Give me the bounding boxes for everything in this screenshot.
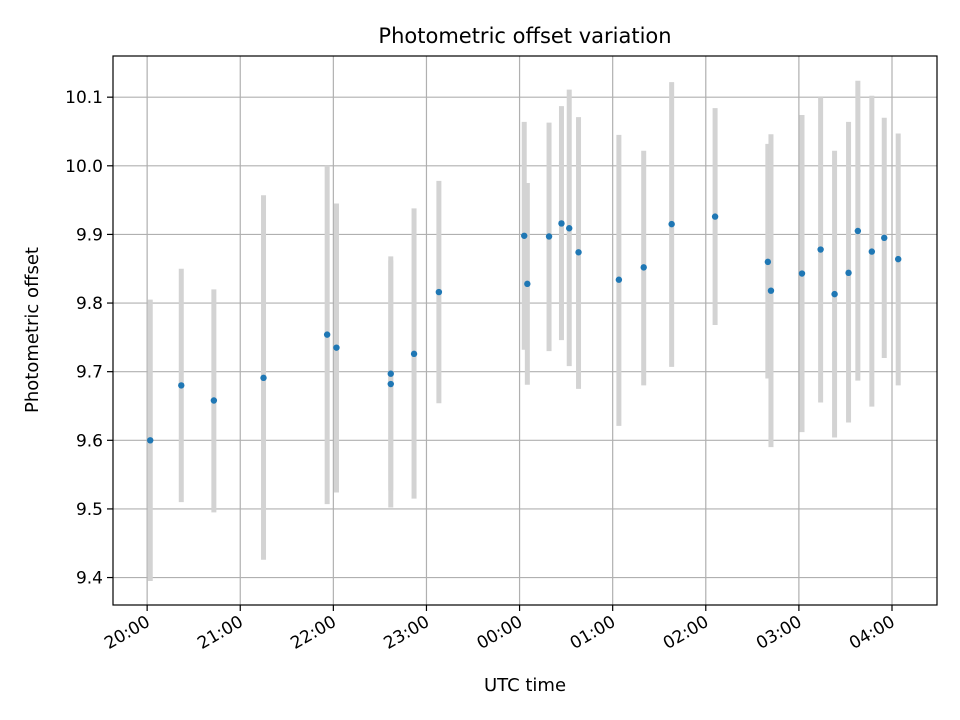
chart-title: Photometric offset variation [378,24,671,48]
data-point [895,255,902,263]
data-point [868,248,876,255]
data-point [524,280,531,288]
data-point [881,234,888,242]
data-point [260,374,267,382]
data-point [767,287,775,294]
data-point [668,220,675,228]
data-point [711,213,719,220]
y-tick-label: 9.9 [76,225,103,245]
y-axis: 9.4 9.5 9.6 9.7 9.8 9.9 10.0 10.1 [65,88,113,589]
data-point [210,397,218,404]
y-axis-title: Photometric offset [22,247,43,413]
data-point [566,225,573,232]
data-point [817,246,824,253]
data-point [435,288,443,296]
data-point [545,233,553,240]
plot-frame [112,55,938,606]
data-point [575,249,582,256]
data-point [147,437,154,444]
y-tick-label: 10.1 [65,88,103,108]
data-point [764,258,772,266]
data-point [333,344,340,351]
y-tick-label: 9.4 [76,569,103,589]
y-tick-label: 9.5 [76,500,103,520]
data-point [323,331,331,338]
data-points [147,213,902,444]
data-point [615,276,623,283]
data-point [854,227,862,235]
data-point [178,382,185,389]
data-point [845,269,852,277]
data-point [387,370,394,377]
y-tick-label: 9.8 [76,294,103,314]
x-axis-title: UTC time [484,675,566,696]
data-point [410,350,418,358]
y-tick-label: 9.6 [76,431,103,451]
data-point [387,380,394,388]
data-point [831,290,838,298]
data-point [798,270,806,277]
data-point [521,232,528,239]
y-tick-label: 9.7 [76,363,103,383]
data-point [558,220,565,227]
data-point [640,264,647,271]
y-tick-label: 10.0 [65,157,103,177]
